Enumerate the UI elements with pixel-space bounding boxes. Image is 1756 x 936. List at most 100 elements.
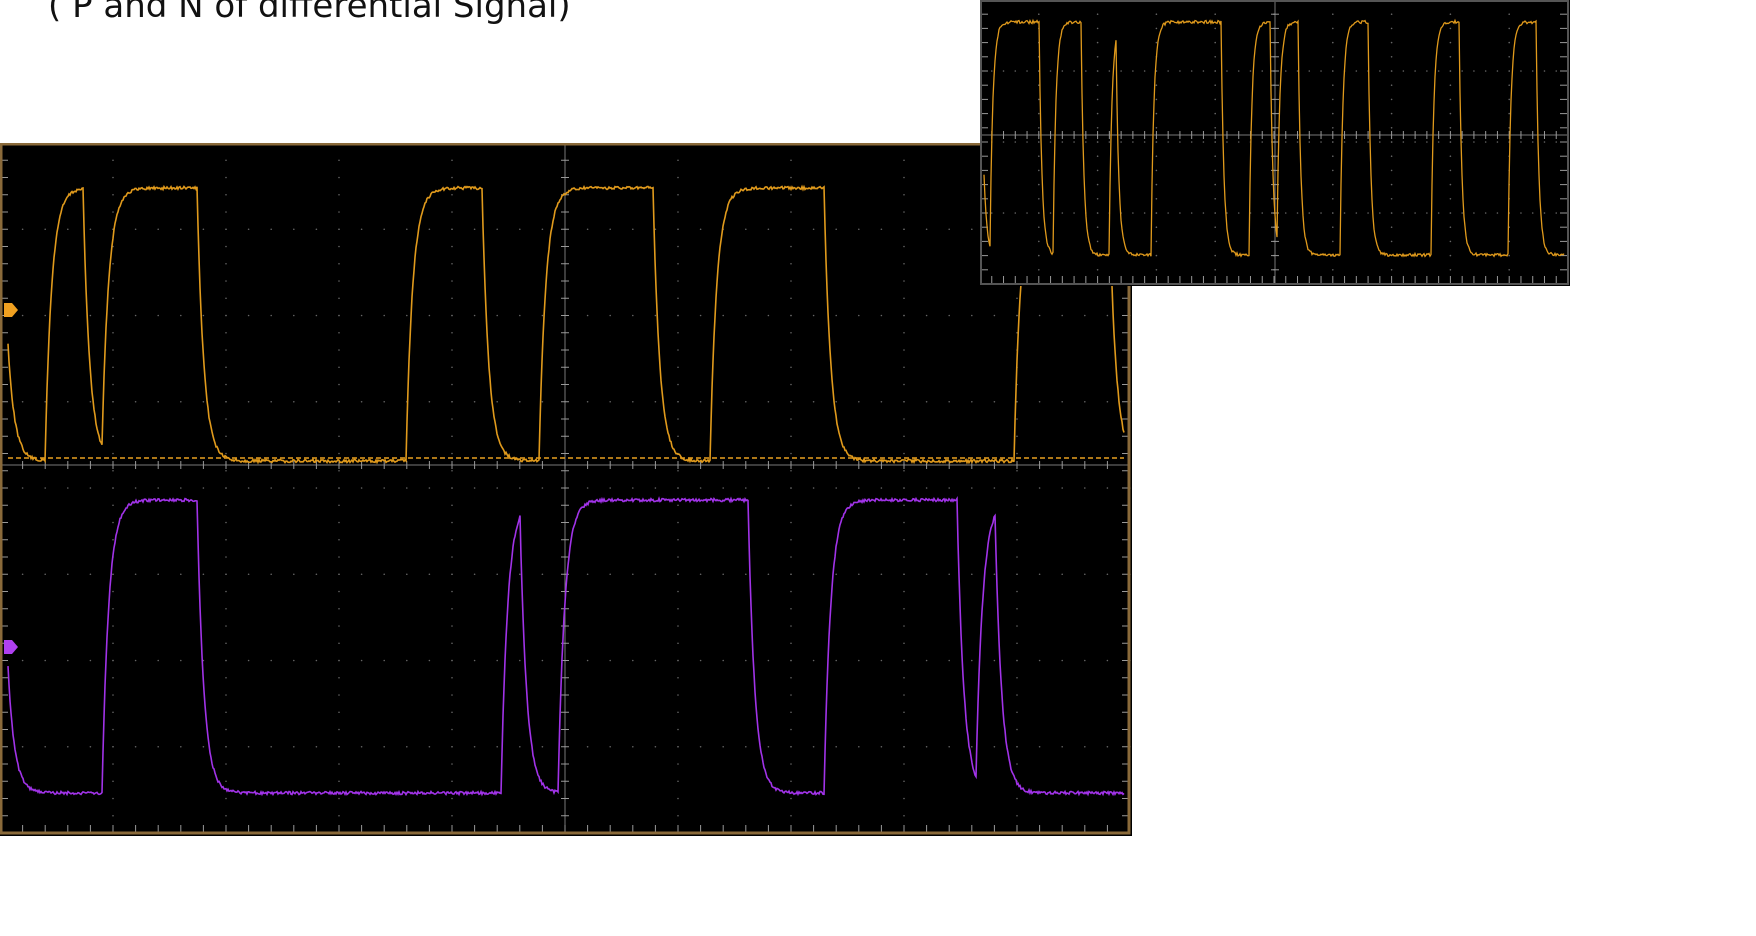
grid-dot — [1097, 155, 1099, 157]
grid-dot — [1544, 70, 1546, 72]
grid-dot — [225, 453, 227, 455]
grid-dot — [429, 573, 431, 575]
grid-dot — [1144, 141, 1146, 143]
grid-dot — [1084, 660, 1086, 662]
grid-dot — [790, 366, 792, 368]
grid-dot — [1016, 677, 1018, 679]
grid-dot — [971, 573, 973, 575]
grid-dot — [451, 280, 453, 282]
grid-dot — [225, 487, 227, 489]
grid-dot — [903, 401, 905, 403]
grid-dot — [496, 401, 498, 403]
grid-dot — [338, 159, 340, 161]
grid-dot — [1026, 141, 1028, 143]
grid-dot — [542, 315, 544, 317]
grid-dot — [1214, 198, 1216, 200]
grid-dot — [1097, 84, 1099, 86]
grid-dot — [338, 194, 340, 196]
grid-dot — [1156, 241, 1158, 243]
grid-dot — [790, 211, 792, 213]
grid-dot — [881, 660, 883, 662]
grid-dot — [903, 573, 905, 575]
grid-dot — [881, 573, 883, 575]
grid-dot — [112, 780, 114, 782]
grid-dot — [451, 660, 453, 662]
grid-dot — [1379, 70, 1381, 72]
grid-dot — [225, 798, 227, 800]
grid-dot — [1107, 487, 1109, 489]
grid-dot — [112, 539, 114, 541]
grid-dot — [1050, 70, 1052, 72]
grid-dot — [609, 660, 611, 662]
grid-dot — [1084, 315, 1086, 317]
grid-dot — [90, 401, 92, 403]
grid-dot — [1403, 70, 1405, 72]
grid-dot — [1097, 70, 1099, 72]
grid-dot — [293, 746, 295, 748]
grid-dot — [587, 746, 589, 748]
grid-dot — [1461, 70, 1463, 72]
grid-dot — [926, 401, 928, 403]
grid-dot — [90, 660, 92, 662]
grid-dot — [1403, 212, 1405, 214]
grid-dot — [1508, 113, 1510, 115]
grid-dot — [225, 642, 227, 644]
grid-dot — [451, 642, 453, 644]
grid-dot — [1332, 241, 1334, 243]
grid-dot — [948, 660, 950, 662]
grid-dot — [926, 487, 928, 489]
grid-dot — [157, 401, 159, 403]
grid-dot — [790, 349, 792, 351]
grid-dot — [67, 660, 69, 662]
grid-dot — [790, 435, 792, 437]
grid-dot — [632, 660, 634, 662]
grid-dot — [790, 470, 792, 472]
grid-dot — [1167, 141, 1169, 143]
grid-dot — [1061, 315, 1063, 317]
grid-dot — [903, 711, 905, 713]
grid-dot — [519, 315, 521, 317]
grid-dot — [1508, 13, 1510, 15]
grid-dot — [1016, 746, 1018, 748]
grid-dot — [1238, 141, 1240, 143]
grid-dot — [1414, 212, 1416, 214]
grid-dot — [1332, 28, 1334, 30]
grid-dot — [112, 297, 114, 299]
grid-dot — [632, 228, 634, 230]
grid-dot — [225, 746, 227, 748]
grid-dot — [903, 556, 905, 558]
grid-dot — [790, 384, 792, 386]
grid-dot — [1084, 573, 1086, 575]
grid-dot — [1297, 212, 1299, 214]
grid-dot — [112, 453, 114, 455]
grid-dot — [270, 746, 272, 748]
grid-dot — [225, 763, 227, 765]
grid-dot — [790, 332, 792, 334]
grid-dot — [338, 556, 340, 558]
grid-dot — [1062, 70, 1064, 72]
grid-dot — [451, 384, 453, 386]
grid-dot — [1085, 70, 1087, 72]
grid-dot — [157, 660, 159, 662]
grid-dot — [112, 435, 114, 437]
grid-dot — [1544, 212, 1546, 214]
grid-dot — [1038, 155, 1040, 157]
grid-dot — [903, 798, 905, 800]
grid-dot — [112, 660, 114, 662]
grid-dot — [1473, 141, 1475, 143]
grid-dot — [609, 487, 611, 489]
grid-dot — [44, 660, 46, 662]
grid-dot — [745, 573, 747, 575]
grid-dot — [1214, 127, 1216, 129]
grid-dot — [1391, 184, 1393, 186]
grid-dot — [858, 660, 860, 662]
grid-dot — [316, 315, 318, 317]
grid-dot — [1508, 70, 1510, 72]
grid-dot — [881, 746, 883, 748]
grid-dot — [542, 401, 544, 403]
grid-dot — [90, 228, 92, 230]
grid-dot — [858, 401, 860, 403]
grid-dot — [722, 487, 724, 489]
grid-dot — [90, 746, 92, 748]
grid-dot — [338, 763, 340, 765]
